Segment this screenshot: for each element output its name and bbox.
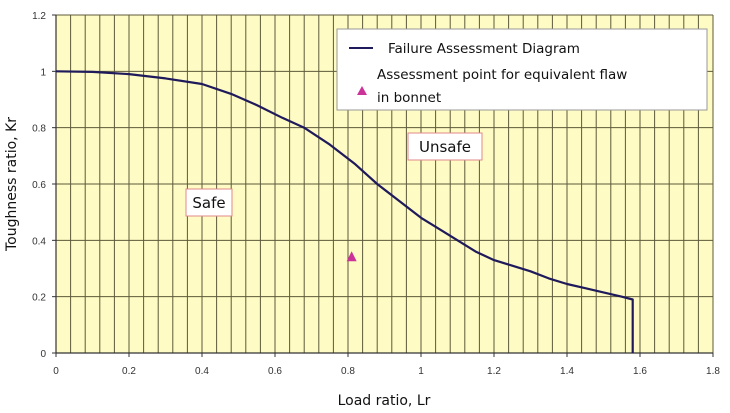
x-axis-title: Load ratio, Lr	[338, 393, 431, 409]
legend-triangle-icon	[357, 86, 367, 95]
x-tick-label: 1.6	[633, 366, 647, 377]
safe-label-box: Safe	[185, 188, 233, 217]
assessment-point-marker	[346, 251, 357, 262]
y-axis-title: Toughness ratio, Kr	[4, 117, 20, 252]
y-tick-label: 0	[40, 349, 46, 360]
x-tick-label: 0.2	[122, 366, 136, 377]
x-tick-label: 0.8	[341, 366, 355, 377]
legend-label-point-2: in bonnet	[377, 90, 441, 106]
unsafe-label: Unsafe	[419, 138, 471, 156]
y-tick-label: 1.2	[32, 11, 46, 22]
unsafe-label-box: Unsafe	[407, 132, 483, 161]
fad-curve	[55, 70, 634, 353]
x-tick-label: 0	[53, 366, 59, 377]
legend-label-point-1: Assessment point for equivalent flaw	[377, 67, 627, 83]
y-tick-label: 0.8	[32, 124, 46, 135]
x-tick-label: 0.6	[268, 366, 282, 377]
x-tick-label: 1.8	[706, 366, 720, 377]
safe-label: Safe	[192, 194, 225, 212]
legend: Failure Assessment Diagram Assessment po…	[336, 28, 708, 111]
y-tick-label: 0.6	[32, 180, 46, 191]
x-tick-label: 0.4	[195, 366, 209, 377]
y-axis-ticks: 0 0.2 0.4 0.6 0.8 1 1.2	[32, 11, 56, 360]
legend-label-fad: Failure Assessment Diagram	[388, 41, 580, 57]
y-tick-label: 0.4	[32, 236, 46, 247]
y-tick-label: 0.2	[32, 293, 46, 304]
x-tick-label: 1	[418, 366, 424, 377]
x-axis-ticks: 0 0.2 0.4 0.6 0.8 1 1.2 1.4 1.6 1.8	[53, 353, 720, 377]
x-tick-label: 1.2	[487, 366, 501, 377]
y-tick-label: 1	[40, 67, 46, 78]
x-tick-label: 1.4	[560, 366, 574, 377]
